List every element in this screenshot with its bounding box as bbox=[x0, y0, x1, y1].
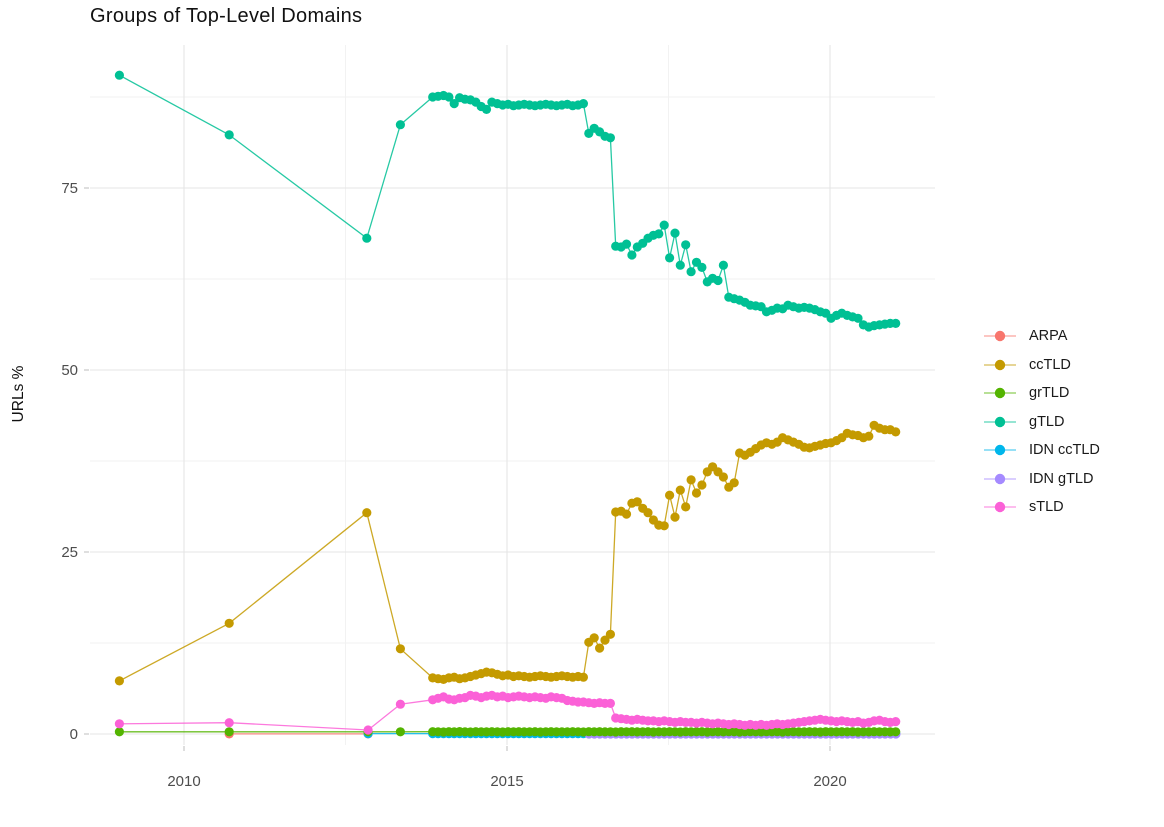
data-point bbox=[659, 220, 669, 230]
data-point bbox=[395, 644, 405, 654]
data-point bbox=[595, 643, 605, 653]
data-point bbox=[627, 250, 637, 260]
data-point bbox=[665, 253, 675, 263]
data-point bbox=[224, 718, 234, 728]
legend-key-icon bbox=[984, 331, 1016, 342]
data-point bbox=[114, 676, 124, 686]
y-axis-title: URLs % bbox=[10, 365, 27, 423]
data-point bbox=[632, 497, 642, 507]
data-point bbox=[686, 267, 696, 277]
data-point bbox=[621, 509, 632, 519]
data-point bbox=[718, 260, 729, 270]
axes: 2010 2015 2020 0 25 50 75 bbox=[61, 180, 846, 790]
gridlines bbox=[90, 45, 935, 745]
legend-item-arpa: ARPA bbox=[983, 322, 1100, 351]
legend-item-idn-cctld: IDN ccTLD bbox=[983, 436, 1100, 465]
legend-item-cctld: ccTLD bbox=[983, 351, 1100, 380]
data-point bbox=[224, 727, 234, 737]
series-grtld bbox=[114, 727, 901, 737]
data-point bbox=[718, 472, 729, 482]
x-tick-label: 2015 bbox=[490, 773, 523, 790]
data-point bbox=[578, 672, 589, 682]
legend-label: IDN gTLD bbox=[1029, 470, 1094, 487]
series-arpa bbox=[224, 729, 373, 739]
legend-item-idn-gtld: IDN gTLD bbox=[983, 465, 1100, 494]
x-tick-label: 2010 bbox=[167, 773, 200, 790]
data-point bbox=[697, 262, 707, 272]
legend-item-stld: sTLD bbox=[983, 493, 1100, 522]
data-point bbox=[481, 104, 492, 114]
data-point bbox=[395, 120, 405, 130]
data-point bbox=[621, 239, 632, 249]
data-point bbox=[659, 521, 669, 531]
data-point bbox=[697, 480, 707, 490]
chart-title: Groups of Top-Level Domains bbox=[90, 5, 363, 27]
series-stld bbox=[114, 690, 901, 735]
data-point bbox=[224, 130, 234, 140]
data-point bbox=[114, 70, 124, 80]
data-point bbox=[605, 629, 616, 639]
y-tick-label: 0 bbox=[70, 726, 78, 743]
data-point bbox=[675, 485, 685, 495]
legend-key-icon bbox=[984, 445, 1016, 456]
legend-label: ccTLD bbox=[1029, 356, 1071, 373]
data-point bbox=[691, 488, 702, 498]
legend-item-gtld: gTLD bbox=[983, 408, 1100, 437]
data-point bbox=[605, 133, 616, 143]
data-point bbox=[665, 490, 675, 500]
legend-key-icon bbox=[984, 473, 1016, 484]
data-point bbox=[444, 92, 454, 102]
data-point bbox=[362, 508, 372, 518]
y-tick-label: 25 bbox=[61, 544, 78, 561]
data-point bbox=[224, 618, 234, 628]
data-point bbox=[864, 431, 874, 441]
data-point bbox=[449, 99, 459, 109]
legend: ARPA ccTLD grTLD gTLD IDN ccTLD IDN gTLD sTLD bbox=[983, 322, 1100, 522]
data-point bbox=[654, 229, 664, 239]
legend-key-icon bbox=[984, 502, 1016, 513]
data-point bbox=[891, 318, 901, 328]
data-point bbox=[713, 275, 723, 286]
y-tick-label: 75 bbox=[61, 180, 78, 197]
x-tick-label: 2020 bbox=[813, 773, 846, 790]
data-point bbox=[729, 478, 739, 488]
data-point bbox=[643, 508, 653, 518]
series-gtld bbox=[114, 70, 901, 332]
data-point bbox=[686, 475, 696, 485]
data-point bbox=[114, 719, 124, 729]
series-cctld bbox=[114, 420, 901, 686]
data-point bbox=[675, 260, 685, 270]
data-point bbox=[589, 633, 599, 643]
data-point bbox=[891, 727, 901, 737]
data-point bbox=[605, 698, 616, 709]
data-point bbox=[578, 99, 589, 109]
data-point bbox=[395, 727, 405, 737]
data-point bbox=[395, 699, 405, 709]
data-point bbox=[681, 240, 691, 250]
data-point bbox=[681, 502, 691, 512]
data-point bbox=[670, 228, 680, 238]
legend-label: IDN ccTLD bbox=[1029, 442, 1100, 459]
legend-item-grtld: grTLD bbox=[983, 379, 1100, 408]
data-point bbox=[670, 512, 680, 522]
legend-label: gTLD bbox=[1029, 413, 1065, 430]
data-point bbox=[362, 233, 372, 243]
data-point bbox=[363, 725, 373, 735]
legend-key-icon bbox=[984, 388, 1016, 399]
legend-label: sTLD bbox=[1029, 499, 1064, 516]
data-point bbox=[891, 717, 901, 727]
legend-key-icon bbox=[984, 416, 1016, 427]
data-point bbox=[853, 313, 863, 323]
data-point bbox=[600, 635, 610, 645]
data-point bbox=[891, 427, 901, 437]
data-point bbox=[114, 727, 124, 737]
y-tick-label: 50 bbox=[61, 362, 78, 379]
legend-label: ARPA bbox=[1029, 328, 1068, 345]
legend-key-icon bbox=[984, 359, 1016, 370]
legend-label: grTLD bbox=[1029, 385, 1070, 402]
